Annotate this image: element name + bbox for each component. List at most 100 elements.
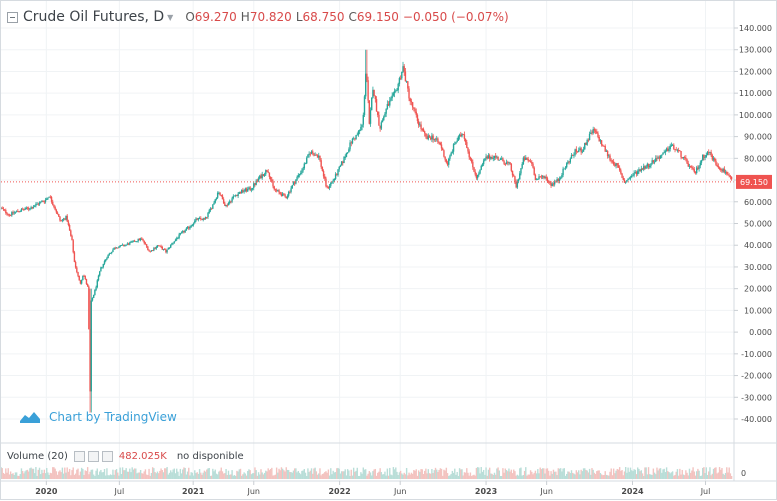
volume-bar [369,472,372,479]
candle-body [562,168,564,176]
candle-body [723,168,726,173]
candle-body [129,242,131,245]
volume-bar [431,469,433,479]
candle-body [52,201,54,205]
collapse-legend-icon[interactable] [7,11,18,23]
volume-bar [243,472,245,479]
volume-bar [162,472,165,479]
volume-bar [289,472,291,479]
candle-body [3,209,6,211]
candle-body [451,151,454,153]
volume-bar [303,469,306,479]
candle-body [480,165,482,170]
volume-bar [153,468,155,479]
volume-bar [676,469,679,479]
candle-body [1,207,3,209]
candle-body [475,174,478,179]
volume-bar [206,469,208,479]
candle-body [281,193,284,197]
candle-body [436,138,438,140]
candle-body [383,116,385,121]
candle-body [450,152,452,156]
tradingview-watermark[interactable]: Chart by TradingView [19,410,177,424]
last-price-label: 69.150 [740,178,768,187]
volume-bar [283,470,285,479]
volume-bar [567,471,569,479]
volume-bar [320,475,322,479]
volume-bar [573,473,575,479]
candle-body [318,155,320,158]
volume-label[interactable]: Volume (20) [7,450,68,462]
volume-bar [510,469,513,479]
volume-bar [578,470,580,479]
volume-bar [596,471,598,479]
candle-body [597,133,599,138]
volume-bar [297,471,299,479]
candle-body [374,96,377,100]
volume-bar [645,467,647,479]
volume-bar [668,472,670,479]
visibility-toggle-icon[interactable] [73,450,85,462]
settings-icon[interactable] [87,450,99,462]
candle-body [184,230,186,233]
volume-bar [214,469,216,479]
volume-bar [208,467,210,479]
volume-bar [594,474,597,479]
candle-body [644,166,646,169]
candle-body [55,209,58,213]
candle-body [362,114,364,125]
volume-bar [425,468,427,479]
volume-bar [96,468,98,479]
volume-bar [79,471,82,479]
x-tick-label: Jun [539,487,553,496]
candle-body [226,205,228,206]
candle-body [114,247,117,249]
volume-bar [523,470,526,479]
candle-body [637,171,639,175]
volume-bar [444,470,446,479]
volume-bar [722,473,724,479]
volume-bar [692,467,694,479]
candle-body [141,238,143,240]
volume-bar [42,473,44,479]
candle-body [12,212,14,214]
candle-body [90,300,92,392]
volume-bar [142,473,144,479]
volume-bar [231,470,233,479]
candle-body [68,225,71,231]
candle-body [587,139,590,141]
volume-bar [7,468,9,479]
volume-bar [526,475,528,479]
volume-bar [120,473,123,479]
symbol-title[interactable]: Crude Oil Futures, D [23,9,165,25]
close-label: C [348,10,357,24]
candle-body [79,280,82,284]
candle-body [556,179,558,182]
candle-body [50,196,53,202]
candle-body [58,214,60,217]
volume-bar [537,469,539,479]
volume-bar [709,467,711,479]
x-tick-label: 2022 [328,487,350,496]
volume-bar [5,468,7,479]
volume-bar [70,475,72,479]
close-icon[interactable] [101,450,113,462]
candle-body [671,144,674,146]
volume-bar [475,467,478,479]
candle-body [132,240,135,242]
candle-body [135,241,137,243]
candle-body [366,73,368,81]
chevron-down-icon[interactable]: ▼ [167,12,174,22]
volume-bar [185,474,188,479]
candle-body [108,253,111,255]
volume-bar [62,473,65,479]
volume-bar [715,467,717,479]
volume-bar [605,474,608,479]
candle-body [179,233,182,235]
volume-bar [491,473,493,479]
candle-body [517,179,520,182]
volume-bar [250,474,253,479]
candle-body [168,247,171,249]
